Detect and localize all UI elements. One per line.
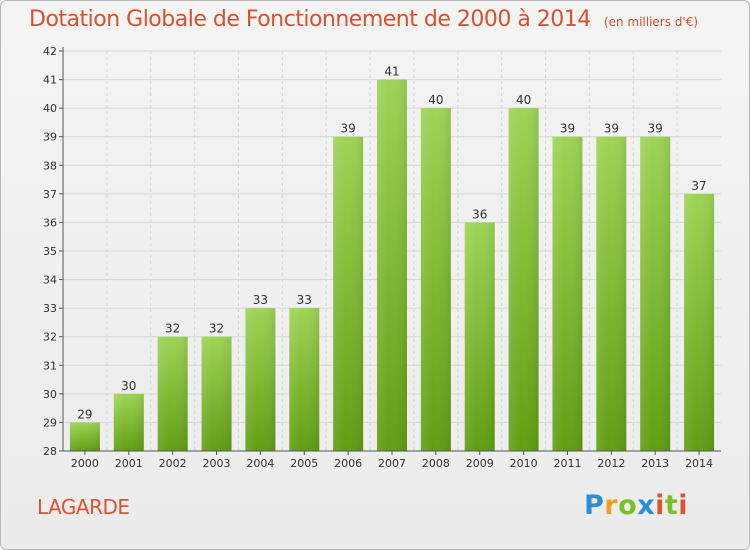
y-tick-label: 34: [43, 274, 57, 287]
y-tick-label: 42: [43, 45, 57, 58]
y-tick-label: 29: [43, 416, 57, 429]
x-tick-label: 2010: [510, 457, 538, 470]
y-tick-label: 31: [43, 359, 57, 372]
bar-shine: [552, 136, 583, 451]
x-tick-label: 2014: [685, 457, 713, 470]
x-tick-label: 2011: [553, 457, 581, 470]
bar-shine: [640, 136, 671, 451]
bar-shine: [157, 336, 188, 451]
data-label: 30: [121, 379, 136, 393]
data-label: 32: [209, 322, 224, 336]
x-tick-label: 2008: [422, 457, 450, 470]
data-label: 32: [165, 322, 180, 336]
bar-shine: [420, 108, 451, 452]
x-tick-label: 2002: [159, 457, 187, 470]
bar-shine: [464, 222, 495, 451]
commune-name: LAGARDE: [37, 495, 130, 519]
x-tick-label: 2001: [115, 457, 143, 470]
bar-shine: [289, 308, 320, 451]
bar-shine: [377, 79, 407, 452]
y-tick-label: 35: [43, 245, 57, 258]
x-tick-label: 2003: [203, 457, 231, 470]
bars: 29 30 32 32 33 33 39 41 40 36 40 39 39 39 37: [69, 65, 715, 452]
data-label: 39: [604, 122, 619, 136]
y-tick-label: 40: [43, 102, 57, 115]
bar-shine: [201, 336, 232, 451]
x-tick-label: 2012: [597, 457, 625, 470]
x-tick-label: 2009: [466, 457, 494, 470]
chart-title: Dotation Globale de Fonctionnement de 20…: [29, 7, 591, 32]
data-label: 33: [297, 293, 312, 307]
data-label: 41: [384, 65, 399, 79]
axes: 28 29 30 31 32 33 34 35 36 37 38 39 40 41 42 2000 2001 20…: [43, 45, 721, 470]
proxiti-logo: Proxiti: [584, 490, 689, 521]
bar-shine: [596, 136, 627, 451]
data-label: 39: [648, 122, 663, 136]
bar-shine: [333, 136, 364, 451]
y-tick-label: 32: [43, 331, 57, 344]
y-tick-label: 33: [43, 302, 57, 315]
y-tick-label: 36: [43, 216, 57, 229]
title-row: Dotation Globale de Fonctionnement de 20…: [29, 7, 698, 32]
y-tick-label: 28: [43, 445, 57, 458]
x-tick-label: 2006: [334, 457, 362, 470]
bar-shine: [684, 193, 715, 451]
data-label: 36: [472, 207, 487, 221]
bar-shine: [69, 422, 100, 451]
x-tick-label: 2013: [641, 457, 669, 470]
data-label: 40: [516, 93, 531, 107]
data-label: 37: [691, 179, 706, 193]
data-label: 39: [560, 122, 575, 136]
bar-shine: [113, 393, 144, 451]
bar-shine: [245, 308, 276, 451]
x-tick-label: 2004: [246, 457, 274, 470]
x-tick-label: 2005: [290, 457, 318, 470]
data-label: 29: [77, 407, 92, 421]
y-tick-label: 38: [43, 159, 57, 172]
y-tick-label: 41: [43, 74, 57, 87]
y-tick-label: 39: [43, 131, 57, 144]
y-tick-label: 30: [43, 388, 57, 401]
data-label: 39: [340, 122, 355, 136]
data-label: 33: [253, 293, 268, 307]
x-tick-label: 2007: [378, 457, 406, 470]
chart-subtitle: (en milliers d'€): [603, 15, 699, 29]
y-tick-label: 37: [43, 188, 57, 201]
x-tick-label: 2000: [71, 457, 99, 470]
bar-shine: [508, 108, 539, 452]
data-label: 40: [428, 93, 443, 107]
